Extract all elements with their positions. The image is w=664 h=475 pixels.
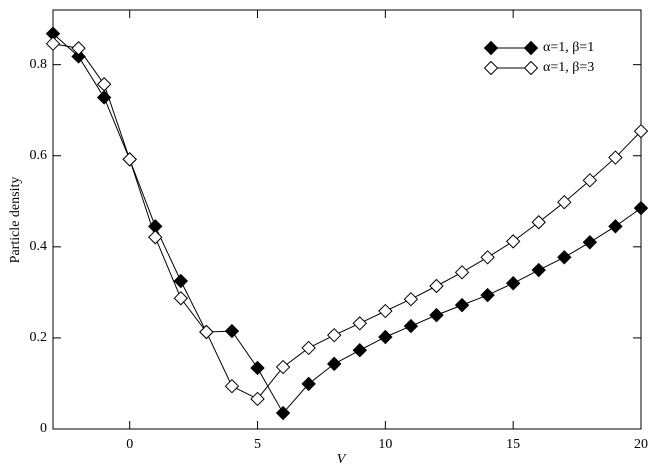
data-point bbox=[454, 297, 470, 313]
y-tick-label: 0.8 bbox=[30, 57, 48, 72]
data-point bbox=[378, 329, 393, 345]
data-point bbox=[173, 291, 189, 306]
data-point bbox=[71, 41, 86, 56]
data-point bbox=[505, 234, 521, 249]
y-tick-label: 0.2 bbox=[30, 330, 48, 345]
y-tick-label: 0.4 bbox=[30, 239, 48, 254]
data-point bbox=[224, 323, 240, 339]
legend-label: α=1, β=1 bbox=[543, 40, 594, 55]
data-point bbox=[403, 291, 419, 307]
legend-marker bbox=[523, 60, 539, 76]
data-point bbox=[327, 327, 342, 343]
x-tick-label: 15 bbox=[506, 437, 520, 452]
data-point bbox=[199, 324, 214, 340]
data-point bbox=[122, 152, 137, 167]
data-point bbox=[352, 316, 367, 331]
data-point bbox=[96, 77, 112, 92]
data-point bbox=[378, 303, 393, 319]
data-point bbox=[403, 318, 419, 334]
data-point bbox=[480, 250, 495, 265]
data-point bbox=[608, 219, 623, 234]
data-point bbox=[582, 235, 598, 250]
y-axis-label: Particle density bbox=[8, 177, 23, 264]
data-point bbox=[275, 405, 291, 421]
legend-marker bbox=[523, 40, 539, 56]
data-point bbox=[557, 250, 572, 265]
legend-label: α=1, β=3 bbox=[543, 60, 594, 75]
legend-marker bbox=[483, 40, 499, 56]
data-point bbox=[531, 262, 546, 278]
x-tick-label: 10 bbox=[378, 437, 392, 452]
data-point bbox=[429, 278, 444, 294]
data-point bbox=[301, 340, 316, 356]
y-tick-label: 0 bbox=[40, 421, 47, 436]
plot-frame bbox=[52, 9, 642, 430]
series-line bbox=[52, 33, 642, 414]
y-tick-label: 0.6 bbox=[30, 148, 48, 163]
data-point bbox=[633, 123, 649, 139]
data-point bbox=[429, 307, 444, 323]
data-point bbox=[608, 150, 623, 165]
series-line bbox=[52, 43, 642, 400]
data-point bbox=[531, 215, 546, 230]
data-point bbox=[505, 276, 521, 291]
data-point bbox=[633, 200, 649, 216]
x-tick-label: 20 bbox=[634, 437, 648, 452]
legend-marker bbox=[483, 60, 499, 76]
x-tick-label: 5 bbox=[254, 437, 261, 452]
x-axis-label: V bbox=[337, 452, 347, 467]
data-point bbox=[275, 359, 291, 375]
data-point bbox=[582, 173, 598, 188]
data-point bbox=[173, 273, 189, 289]
x-tick-label: 0 bbox=[126, 437, 133, 452]
data-point bbox=[327, 356, 342, 372]
data-point bbox=[45, 36, 61, 51]
data-point bbox=[352, 343, 367, 358]
data-point bbox=[301, 376, 316, 392]
data-point bbox=[250, 391, 265, 407]
data-point bbox=[148, 230, 163, 245]
data-point bbox=[250, 360, 265, 376]
data-point bbox=[454, 265, 470, 280]
data-point bbox=[480, 287, 495, 303]
data-point bbox=[224, 378, 240, 394]
data-point bbox=[557, 194, 572, 210]
